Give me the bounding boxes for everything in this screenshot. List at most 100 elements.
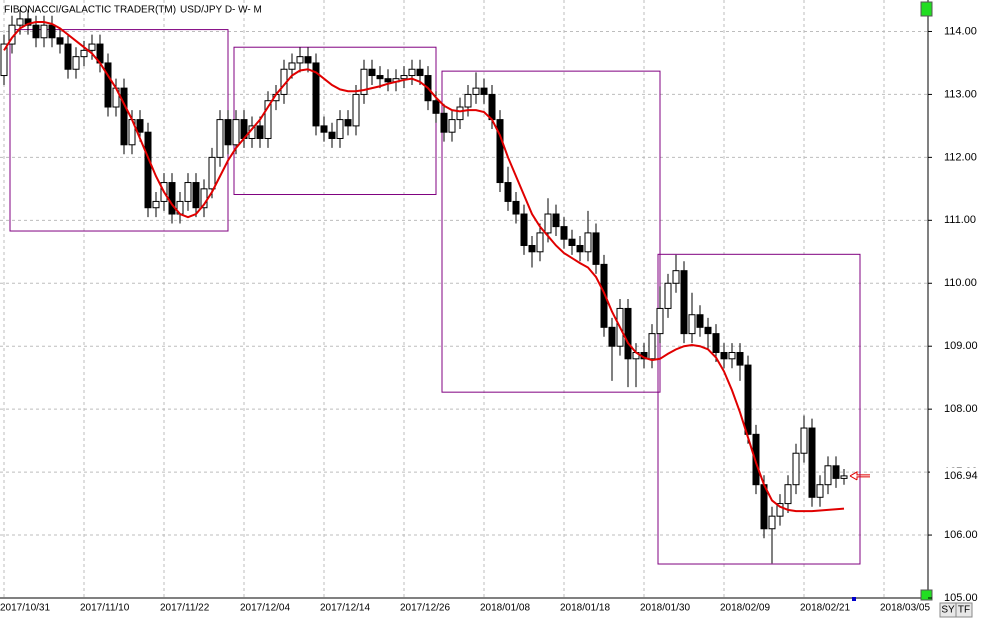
candle-body <box>384 78 392 83</box>
candle-body <box>120 87 128 146</box>
candle-body <box>664 282 672 309</box>
x-tick-label: 2018/03/05 <box>880 603 930 614</box>
y-tick-label: 109.00 <box>944 340 978 352</box>
candle-body <box>448 119 456 133</box>
candle-body <box>16 18 24 26</box>
candle-body <box>800 427 808 454</box>
y-tick-label: 110.00 <box>944 277 977 289</box>
candle-body <box>368 68 376 77</box>
candle-body <box>792 452 800 486</box>
x-tick-label: 2017/10/31 <box>0 603 50 614</box>
candle-body <box>816 484 824 498</box>
button[interactable] <box>955 602 973 618</box>
candle-body <box>56 37 64 45</box>
candle-body <box>152 200 160 209</box>
y-tick-label: 106.00 <box>944 529 978 541</box>
x-tick-label: 2017/12/04 <box>240 603 290 614</box>
candle-body <box>264 100 272 139</box>
candle-body <box>576 244 584 253</box>
candle-body <box>336 119 344 139</box>
x-tick-label: 2017/11/10 <box>80 603 130 614</box>
x-tick-label: 2017/12/26 <box>400 603 450 614</box>
y-tick-label: 113.00 <box>944 88 977 100</box>
candle-body <box>328 131 336 139</box>
chart-title: FIBONACCI/GALACTIC TRADER(TM) <box>4 5 176 16</box>
candle-body <box>48 24 56 39</box>
candle-body <box>696 314 704 328</box>
scroll-marker[interactable] <box>920 1 933 17</box>
marker <box>852 597 856 601</box>
x-tick-label: 2018/02/21 <box>800 603 850 614</box>
candle-body <box>192 182 200 209</box>
candle-body <box>0 43 8 77</box>
candle-body <box>584 232 592 253</box>
candle-body <box>376 75 384 80</box>
candle-body <box>744 364 752 435</box>
y-tick-label: 105.00 <box>944 592 978 604</box>
candle-body <box>312 62 320 127</box>
candle-body <box>688 314 696 335</box>
scroll-marker[interactable] <box>920 589 933 601</box>
candle-body <box>704 326 712 335</box>
candle-body <box>352 93 360 127</box>
candle-body <box>408 68 416 77</box>
candle-body <box>728 352 736 360</box>
moving-average-line <box>3 21 845 513</box>
candle-body <box>40 24 48 39</box>
candle-body <box>568 238 576 246</box>
candle-body <box>552 213 560 228</box>
x-tick-label: 2017/11/22 <box>160 603 210 614</box>
candle-body <box>504 182 512 202</box>
candle-body <box>824 465 832 486</box>
overlay <box>3 21 870 513</box>
candle-body <box>840 475 848 479</box>
candle-body <box>488 93 496 121</box>
candle-body <box>656 307 664 335</box>
candle-body <box>512 200 520 215</box>
button-label[interactable]: TF <box>958 605 970 616</box>
candle-body <box>104 62 112 108</box>
candle-body <box>80 49 88 58</box>
candle-body <box>184 182 192 202</box>
x-tick-label: 2018/01/30 <box>640 603 690 614</box>
candle-body <box>784 484 792 505</box>
candle-body <box>224 119 232 146</box>
candle-body <box>736 352 744 366</box>
candle-body <box>136 119 144 133</box>
y-tick-label: 112.00 <box>944 151 977 163</box>
candle-body <box>344 119 352 127</box>
button-label[interactable]: SY <box>941 605 955 616</box>
x-tick-label: 2017/12/14 <box>320 603 370 614</box>
candle-body <box>520 213 528 246</box>
candle-body <box>440 112 448 133</box>
last-price-arrow <box>849 471 870 481</box>
candle-body <box>592 232 600 265</box>
candle-body <box>528 244 536 253</box>
candle-body <box>232 119 240 146</box>
candle-body <box>360 68 368 95</box>
candle-body <box>72 56 80 70</box>
candle-body <box>24 18 32 26</box>
candle-body <box>88 43 96 51</box>
candle-body <box>464 93 472 108</box>
candle-body <box>64 43 72 70</box>
chart-subtitle: USD/JPY D- W- M <box>180 5 262 16</box>
candle-body <box>296 56 304 64</box>
candle-body <box>456 106 464 121</box>
candle-body <box>720 352 728 360</box>
last-price-label: 106.94 <box>944 470 978 482</box>
candle-body <box>712 333 720 354</box>
candle-body <box>208 156 216 190</box>
y-tick-label: 114.00 <box>944 25 977 37</box>
candle-body <box>400 75 408 80</box>
fib-box <box>657 253 861 565</box>
candle-body <box>560 226 568 240</box>
candle-body <box>624 307 632 360</box>
candle-body <box>32 24 40 39</box>
axis: 105.00106.00107.00108.00109.00110.00111.… <box>0 25 986 614</box>
candle-body <box>808 427 816 498</box>
candle-body <box>672 270 680 284</box>
candle-body <box>680 270 688 335</box>
